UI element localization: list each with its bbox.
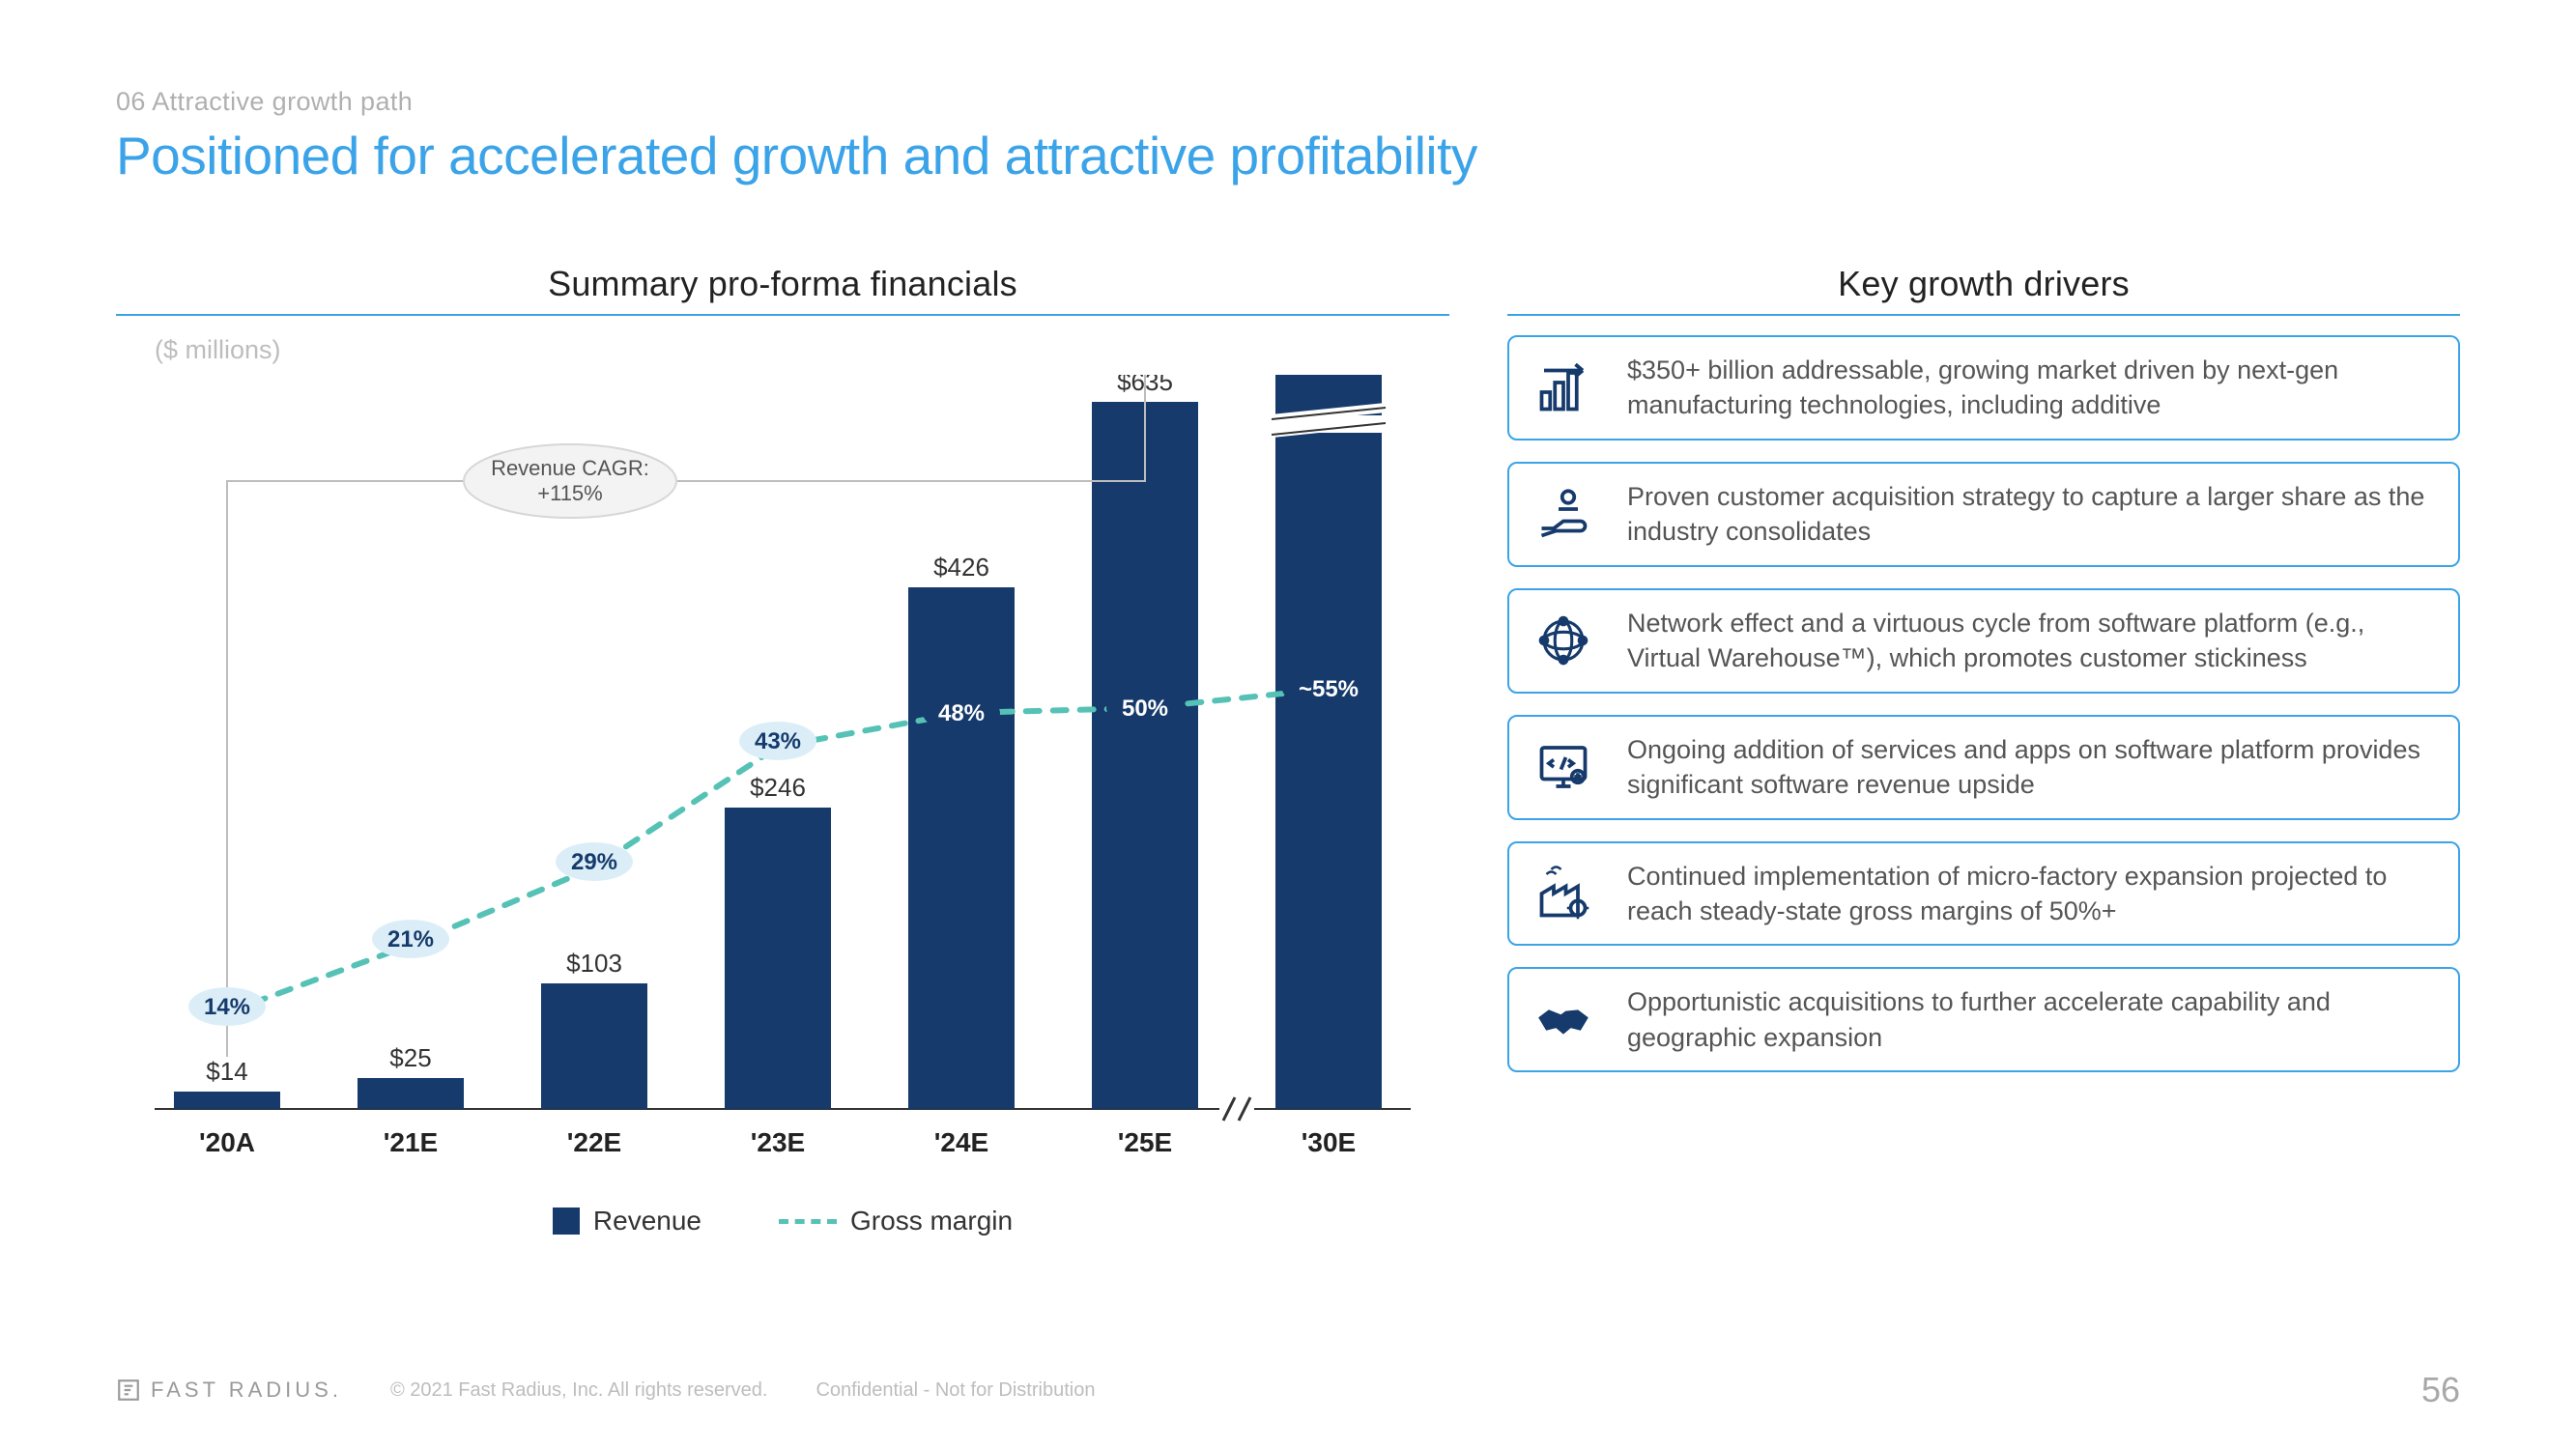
svg-text:+115%: +115% bbox=[537, 481, 602, 505]
copyright: © 2021 Fast Radius, Inc. All rights rese… bbox=[390, 1379, 767, 1402]
svg-text:'25E: '25E bbox=[1118, 1127, 1172, 1157]
legend-revenue: Revenue bbox=[553, 1206, 701, 1236]
driver-text: Ongoing addition of services and apps on… bbox=[1627, 732, 2435, 803]
driver-text: Network effect and a virtuous cycle from… bbox=[1627, 606, 2435, 676]
drivers-list: $350+ billion addressable, growing marke… bbox=[1507, 335, 2460, 1072]
chart-container: $14'20A$25'21E$103'22E$246'23E$426'24E$6… bbox=[116, 375, 1449, 1196]
svg-text:29%: 29% bbox=[571, 849, 617, 875]
footer: FAST RADIUS. © 2021 Fast Radius, Inc. Al… bbox=[116, 1370, 2460, 1410]
legend-margin: Gross margin bbox=[779, 1206, 1013, 1236]
svg-text:43%: 43% bbox=[755, 728, 801, 754]
svg-text:$25: $25 bbox=[389, 1043, 431, 1072]
handshake-icon bbox=[1529, 991, 1598, 1049]
svg-text:'22E: '22E bbox=[567, 1127, 621, 1157]
driver-item: Ongoing addition of services and apps on… bbox=[1507, 715, 2460, 820]
confidential: Confidential - Not for Distribution bbox=[816, 1379, 1095, 1402]
drivers-title: Key growth drivers bbox=[1507, 264, 2460, 304]
driver-item: Network effect and a virtuous cycle from… bbox=[1507, 588, 2460, 694]
page-title: Positioned for accelerated growth and at… bbox=[116, 125, 2460, 186]
svg-text:'20A: '20A bbox=[199, 1127, 255, 1157]
svg-text:'24E: '24E bbox=[934, 1127, 988, 1157]
svg-text:~55%: ~55% bbox=[1299, 676, 1359, 702]
svg-text:$246: $246 bbox=[750, 773, 806, 802]
driver-item: Continued implementation of micro-factor… bbox=[1507, 841, 2460, 947]
driver-text: $350+ billion addressable, growing marke… bbox=[1627, 353, 2435, 423]
brand-logo: FAST RADIUS. bbox=[116, 1378, 342, 1403]
svg-text:'30E: '30E bbox=[1302, 1127, 1356, 1157]
svg-text:$14: $14 bbox=[206, 1057, 247, 1086]
network-globe-icon bbox=[1529, 611, 1598, 669]
chart-legend: Revenue Gross margin bbox=[116, 1206, 1449, 1236]
legend-line-swatch bbox=[779, 1219, 837, 1224]
financials-rule bbox=[116, 314, 1449, 316]
eyebrow: 06 Attractive growth path bbox=[116, 87, 2460, 117]
brand-text: FAST RADIUS. bbox=[151, 1378, 342, 1403]
legend-bar-swatch bbox=[553, 1208, 580, 1235]
financials-chart: $14'20A$25'21E$103'22E$246'23E$426'24E$6… bbox=[116, 375, 1449, 1196]
svg-text:'21E: '21E bbox=[384, 1127, 438, 1157]
page-number: 56 bbox=[2421, 1370, 2460, 1410]
legend-margin-label: Gross margin bbox=[850, 1206, 1013, 1236]
driver-item: Proven customer acquisition strategy to … bbox=[1507, 462, 2460, 567]
svg-text:'23E: '23E bbox=[751, 1127, 805, 1157]
unit-label: ($ millions) bbox=[155, 335, 1449, 365]
driver-item: Opportunistic acquisitions to further ac… bbox=[1507, 967, 2460, 1072]
brand-icon bbox=[116, 1378, 141, 1403]
svg-text:Revenue CAGR:: Revenue CAGR: bbox=[491, 456, 649, 480]
financials-panel: Summary pro-forma financials ($ millions… bbox=[116, 264, 1449, 1236]
svg-text:50%: 50% bbox=[1122, 696, 1168, 722]
driver-text: Opportunistic acquisitions to further ac… bbox=[1627, 984, 2435, 1055]
drivers-panel: Key growth drivers $350+ billion address… bbox=[1507, 264, 2460, 1236]
driver-item: $350+ billion addressable, growing marke… bbox=[1507, 335, 2460, 440]
svg-text:$426: $426 bbox=[933, 553, 989, 582]
svg-text:48%: 48% bbox=[938, 700, 985, 726]
driver-text: Proven customer acquisition strategy to … bbox=[1627, 479, 2435, 550]
bar-chart-up-icon bbox=[1529, 358, 1598, 416]
svg-text:21%: 21% bbox=[387, 926, 434, 952]
customer-hand-icon bbox=[1529, 485, 1598, 543]
svg-text:14%: 14% bbox=[204, 994, 250, 1020]
drivers-rule bbox=[1507, 314, 2460, 316]
svg-text:$103: $103 bbox=[566, 949, 622, 978]
factory-gear-icon bbox=[1529, 865, 1598, 923]
driver-text: Continued implementation of micro-factor… bbox=[1627, 859, 2435, 929]
financials-title: Summary pro-forma financials bbox=[116, 264, 1449, 304]
code-monitor-icon bbox=[1529, 738, 1598, 796]
legend-revenue-label: Revenue bbox=[593, 1206, 701, 1236]
